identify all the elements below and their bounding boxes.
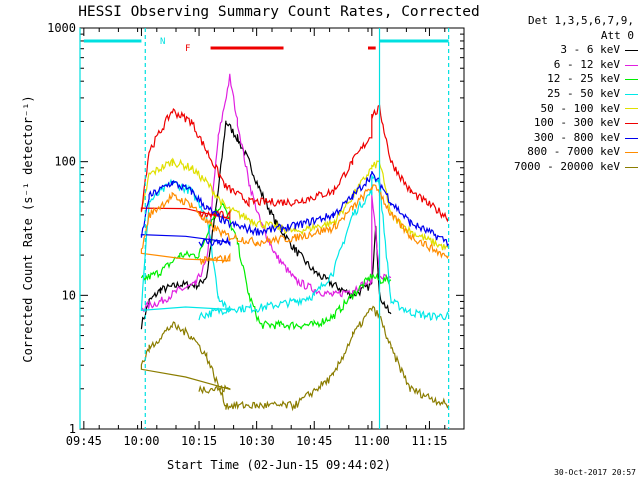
- chart-title: HESSI Observing Summary Count Rates, Cor…: [78, 4, 480, 20]
- legend-item-label: 7000 - 20000 keV: [514, 159, 620, 173]
- legend-header-line1: Det 1,3,5,6,7,9,: [528, 14, 634, 27]
- series-line: [140, 170, 450, 248]
- x-axis-label: Start Time (02-Jun-15 09:44:02): [167, 458, 391, 472]
- legend: Det 1,3,5,6,7,9, Att 0 3 - 6 keV 6 - 12 k…: [486, 14, 638, 175]
- legend-item: 300 - 800 keV: [486, 131, 638, 146]
- legend-item-label: 50 - 100 keV: [540, 101, 620, 115]
- y-axis-label: Corrected Count Rate (s⁻¹ detector⁻¹): [21, 95, 35, 362]
- series-line: [140, 305, 450, 412]
- series-line: [140, 202, 392, 331]
- y-tick-label: 1000: [47, 21, 76, 35]
- legend-swatch: [625, 108, 638, 110]
- x-tick-label: 10:45: [296, 434, 332, 448]
- flare-label: F: [185, 44, 190, 54]
- legend-item: 100 - 300 keV: [486, 116, 638, 131]
- y-tick-label: 10: [62, 288, 76, 302]
- legend-swatch: [625, 122, 638, 124]
- legend-item-label: 12 - 25 keV: [547, 72, 620, 86]
- y-tick-label: 1: [69, 422, 76, 436]
- footer-timestamp: 30-Oct-2017 20:57: [554, 468, 636, 477]
- legend-swatch: [625, 166, 638, 168]
- legend-item: 25 - 50 keV: [486, 87, 638, 102]
- series-line: [140, 174, 450, 322]
- legend-swatch: [625, 79, 638, 81]
- legend-item: 800 - 7000 keV: [486, 145, 638, 160]
- x-tick-label: 11:15: [411, 434, 447, 448]
- series-line: [140, 104, 450, 223]
- y-tick-label: 100: [54, 155, 76, 169]
- x-tick-label: 10:00: [123, 434, 159, 448]
- legend-header-line2: Att 0: [600, 28, 634, 42]
- legend-swatch: [625, 49, 638, 51]
- night-label: N: [160, 37, 165, 47]
- legend-swatch: [625, 137, 638, 139]
- x-tick-label: 09:45: [66, 434, 102, 448]
- legend-item: 7000 - 20000 keV: [486, 160, 638, 175]
- legend-item-label: 800 - 7000 keV: [527, 145, 620, 159]
- series-line: [140, 184, 450, 265]
- legend-swatch: [625, 93, 638, 95]
- legend-item: 3 - 6 keV: [486, 43, 638, 58]
- plot-area: 1 10 100 1000 09:45 10:00 10:15 10:30 10:45 11:00…: [47, 21, 465, 448]
- legend-swatch: [625, 152, 638, 154]
- series-line: [140, 120, 392, 330]
- legend-item: 50 - 100 keV: [486, 102, 638, 117]
- legend-item-label: 3 - 6 keV: [560, 43, 620, 57]
- legend-swatch: [625, 64, 638, 66]
- legend-item-label: 300 - 800 keV: [533, 130, 620, 144]
- legend-item-label: 6 - 12 keV: [553, 57, 620, 71]
- legend-item: 6 - 12 keV: [486, 58, 638, 73]
- legend-items: 3 - 6 keV 6 - 12 keV 12 - 25 keV 25 - 50 ke…: [486, 43, 638, 174]
- x-tick-label: 10:30: [239, 434, 275, 448]
- legend-item-label: 100 - 300 keV: [533, 116, 620, 130]
- x-tick-label: 10:15: [181, 434, 217, 448]
- x-tick-label: 11:00: [354, 434, 390, 448]
- series-line: [141, 73, 392, 313]
- legend-item-label: 25 - 50 keV: [547, 86, 620, 100]
- legend-item: 12 - 25 keV: [486, 72, 638, 87]
